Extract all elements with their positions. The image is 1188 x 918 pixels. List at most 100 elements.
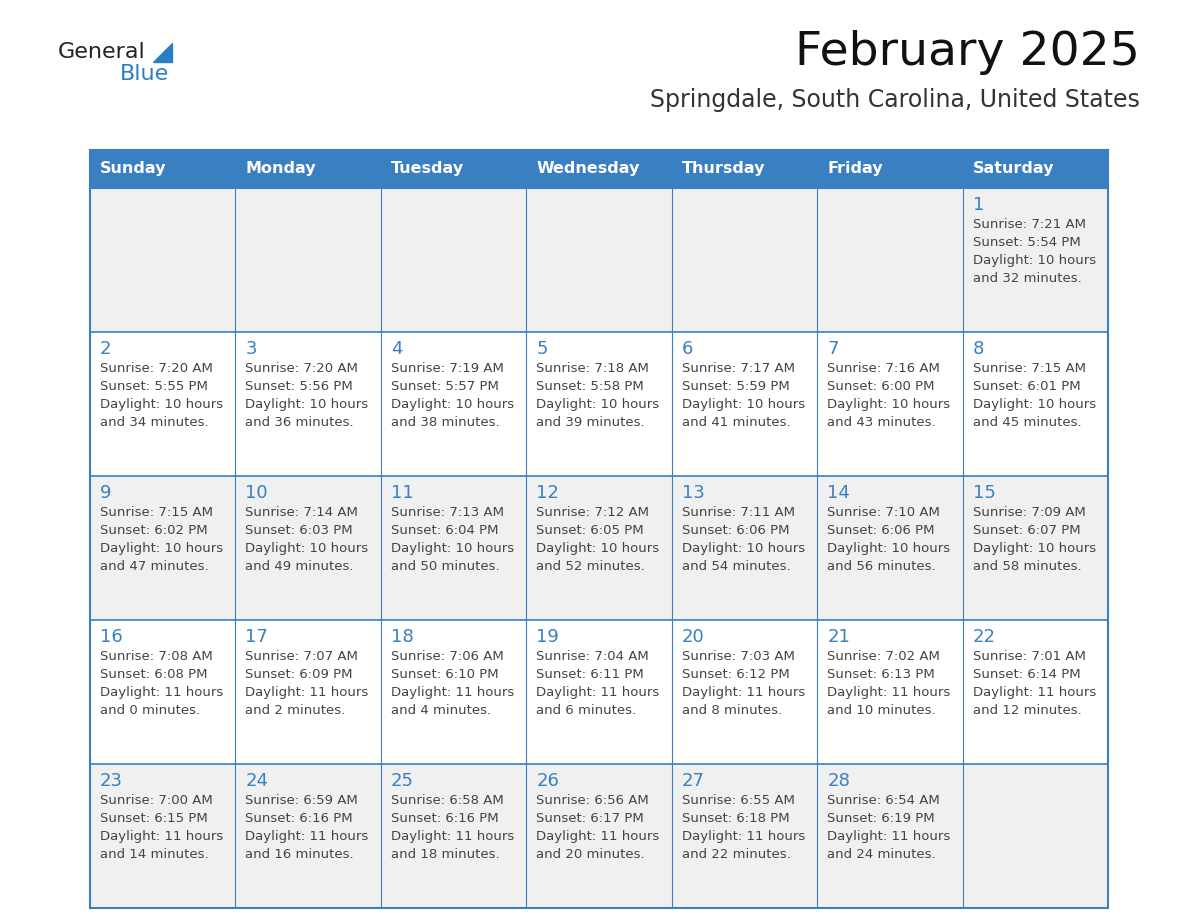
Text: Sunrise: 6:56 AM: Sunrise: 6:56 AM	[536, 794, 649, 807]
Bar	[817, 620, 962, 764]
Text: Daylight: 11 hours: Daylight: 11 hours	[682, 686, 805, 699]
Bar	[381, 332, 526, 476]
Text: and 14 minutes.: and 14 minutes.	[100, 848, 209, 861]
Text: Sunrise: 7:12 AM: Sunrise: 7:12 AM	[536, 506, 650, 519]
Bar	[962, 620, 1108, 764]
Text: and 20 minutes.: and 20 minutes.	[536, 848, 645, 861]
Bar	[90, 150, 235, 188]
Text: Sunset: 6:17 PM: Sunset: 6:17 PM	[536, 812, 644, 825]
Text: Sunrise: 7:15 AM: Sunrise: 7:15 AM	[973, 362, 1086, 375]
Text: Sunrise: 7:09 AM: Sunrise: 7:09 AM	[973, 506, 1086, 519]
Text: Sunset: 6:12 PM: Sunset: 6:12 PM	[682, 668, 790, 681]
Text: 24: 24	[246, 772, 268, 790]
Text: 8: 8	[973, 340, 984, 358]
Text: Sunday: Sunday	[100, 162, 166, 176]
Text: Sunrise: 7:02 AM: Sunrise: 7:02 AM	[827, 650, 940, 663]
Text: Daylight: 10 hours: Daylight: 10 hours	[682, 398, 804, 411]
Bar	[671, 332, 817, 476]
Bar	[90, 764, 235, 908]
Text: Daylight: 11 hours: Daylight: 11 hours	[391, 830, 514, 843]
Text: Sunset: 6:16 PM: Sunset: 6:16 PM	[246, 812, 353, 825]
Bar	[526, 332, 671, 476]
Bar	[381, 188, 526, 332]
Text: Sunset: 6:06 PM: Sunset: 6:06 PM	[827, 524, 935, 537]
Bar	[817, 150, 962, 188]
Bar	[817, 332, 962, 476]
Text: Sunset: 6:01 PM: Sunset: 6:01 PM	[973, 380, 1080, 393]
Text: Sunset: 5:57 PM: Sunset: 5:57 PM	[391, 380, 499, 393]
Text: 6: 6	[682, 340, 693, 358]
Text: Daylight: 10 hours: Daylight: 10 hours	[973, 542, 1095, 555]
Text: 27: 27	[682, 772, 704, 790]
Text: Sunset: 5:56 PM: Sunset: 5:56 PM	[246, 380, 353, 393]
Text: February 2025: February 2025	[795, 30, 1140, 75]
Text: Daylight: 11 hours: Daylight: 11 hours	[827, 686, 950, 699]
Text: and 4 minutes.: and 4 minutes.	[391, 704, 491, 717]
Text: 10: 10	[246, 484, 268, 502]
Bar	[526, 620, 671, 764]
Text: and 32 minutes.: and 32 minutes.	[973, 272, 1081, 285]
Text: Springdale, South Carolina, United States: Springdale, South Carolina, United State…	[650, 88, 1140, 112]
Text: 28: 28	[827, 772, 851, 790]
Text: Sunset: 6:10 PM: Sunset: 6:10 PM	[391, 668, 499, 681]
Text: and 43 minutes.: and 43 minutes.	[827, 416, 936, 429]
Text: Sunrise: 7:20 AM: Sunrise: 7:20 AM	[246, 362, 359, 375]
Text: Sunrise: 7:15 AM: Sunrise: 7:15 AM	[100, 506, 213, 519]
Text: Sunset: 6:07 PM: Sunset: 6:07 PM	[973, 524, 1080, 537]
Text: Sunrise: 7:19 AM: Sunrise: 7:19 AM	[391, 362, 504, 375]
Bar	[381, 764, 526, 908]
Bar	[817, 476, 962, 620]
Text: and 18 minutes.: and 18 minutes.	[391, 848, 499, 861]
Text: Daylight: 11 hours: Daylight: 11 hours	[827, 830, 950, 843]
Text: and 2 minutes.: and 2 minutes.	[246, 704, 346, 717]
Text: Daylight: 10 hours: Daylight: 10 hours	[536, 542, 659, 555]
Text: Sunset: 6:03 PM: Sunset: 6:03 PM	[246, 524, 353, 537]
Text: 5: 5	[536, 340, 548, 358]
Text: Sunrise: 7:08 AM: Sunrise: 7:08 AM	[100, 650, 213, 663]
Text: Sunset: 6:04 PM: Sunset: 6:04 PM	[391, 524, 498, 537]
Bar	[235, 764, 381, 908]
Text: and 8 minutes.: and 8 minutes.	[682, 704, 782, 717]
Text: Daylight: 11 hours: Daylight: 11 hours	[246, 830, 368, 843]
Text: Sunset: 6:13 PM: Sunset: 6:13 PM	[827, 668, 935, 681]
Text: Sunrise: 6:54 AM: Sunrise: 6:54 AM	[827, 794, 940, 807]
Text: and 38 minutes.: and 38 minutes.	[391, 416, 499, 429]
Text: and 54 minutes.: and 54 minutes.	[682, 560, 790, 573]
Text: Daylight: 11 hours: Daylight: 11 hours	[246, 686, 368, 699]
Text: 26: 26	[536, 772, 560, 790]
Text: Daylight: 11 hours: Daylight: 11 hours	[682, 830, 805, 843]
Text: Blue: Blue	[120, 64, 169, 84]
Bar	[526, 188, 671, 332]
Bar	[235, 332, 381, 476]
Text: Sunrise: 7:18 AM: Sunrise: 7:18 AM	[536, 362, 649, 375]
Text: 17: 17	[246, 628, 268, 646]
Text: Sunrise: 6:59 AM: Sunrise: 6:59 AM	[246, 794, 358, 807]
Text: Tuesday: Tuesday	[391, 162, 465, 176]
Text: Daylight: 10 hours: Daylight: 10 hours	[682, 542, 804, 555]
Text: Sunset: 6:05 PM: Sunset: 6:05 PM	[536, 524, 644, 537]
Text: 12: 12	[536, 484, 560, 502]
Text: Sunset: 6:02 PM: Sunset: 6:02 PM	[100, 524, 208, 537]
Text: Daylight: 10 hours: Daylight: 10 hours	[391, 398, 514, 411]
Text: and 50 minutes.: and 50 minutes.	[391, 560, 499, 573]
Text: Sunrise: 7:06 AM: Sunrise: 7:06 AM	[391, 650, 504, 663]
Text: and 0 minutes.: and 0 minutes.	[100, 704, 200, 717]
Text: Daylight: 10 hours: Daylight: 10 hours	[100, 398, 223, 411]
Text: Sunrise: 7:03 AM: Sunrise: 7:03 AM	[682, 650, 795, 663]
Text: Daylight: 10 hours: Daylight: 10 hours	[973, 254, 1095, 267]
Bar	[671, 188, 817, 332]
Text: Daylight: 11 hours: Daylight: 11 hours	[100, 686, 223, 699]
Text: and 56 minutes.: and 56 minutes.	[827, 560, 936, 573]
Bar	[526, 764, 671, 908]
Text: Daylight: 11 hours: Daylight: 11 hours	[536, 830, 659, 843]
Text: 14: 14	[827, 484, 851, 502]
Text: Daylight: 11 hours: Daylight: 11 hours	[391, 686, 514, 699]
Text: Sunrise: 7:11 AM: Sunrise: 7:11 AM	[682, 506, 795, 519]
Text: 20: 20	[682, 628, 704, 646]
Text: Daylight: 10 hours: Daylight: 10 hours	[391, 542, 514, 555]
Text: Sunset: 6:18 PM: Sunset: 6:18 PM	[682, 812, 789, 825]
Text: Wednesday: Wednesday	[536, 162, 639, 176]
Text: and 47 minutes.: and 47 minutes.	[100, 560, 209, 573]
Text: 16: 16	[100, 628, 122, 646]
Text: Sunset: 5:58 PM: Sunset: 5:58 PM	[536, 380, 644, 393]
